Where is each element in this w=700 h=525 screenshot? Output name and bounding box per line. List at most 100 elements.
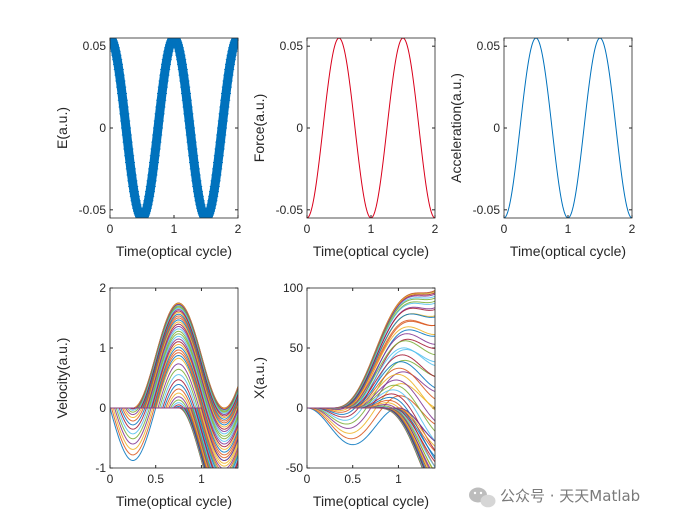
data-point-marker xyxy=(117,95,128,106)
trajectory-line xyxy=(110,407,238,468)
trajectory-line xyxy=(307,367,435,409)
trajectory-line xyxy=(307,379,435,422)
x-tick-label: 2 xyxy=(629,222,636,236)
axes-box xyxy=(109,287,239,469)
data-point-marker xyxy=(179,75,190,86)
data-point-marker xyxy=(153,115,164,126)
trajectory-line xyxy=(307,302,435,409)
trajectory-line xyxy=(110,319,238,426)
trajectory-line xyxy=(110,407,206,468)
trajectory-line xyxy=(307,407,435,468)
data-point-marker xyxy=(215,137,226,148)
trajectory-line xyxy=(110,338,238,445)
data-point-marker xyxy=(171,38,182,46)
trajectory-line xyxy=(307,395,435,440)
data-point-marker xyxy=(173,42,184,53)
trajectory-line xyxy=(307,313,435,409)
data-point-marker xyxy=(132,203,143,214)
data-point-marker xyxy=(112,54,123,65)
trajectory-line xyxy=(307,407,435,457)
data-point-marker xyxy=(193,186,203,197)
data-point-marker xyxy=(161,59,171,70)
data-point-marker xyxy=(157,82,168,93)
data-point-marker xyxy=(121,130,132,141)
data-point-marker xyxy=(217,115,228,126)
data-point-marker xyxy=(154,108,165,119)
data-point-marker xyxy=(221,82,232,93)
data-point-marker xyxy=(165,39,175,50)
data-point-marker xyxy=(208,191,219,202)
data-point-marker xyxy=(203,210,214,218)
data-point-marker xyxy=(213,150,224,161)
trajectory-line xyxy=(110,407,206,468)
data-point-marker xyxy=(175,50,186,61)
x-tick-label: 2 xyxy=(235,222,242,236)
trajectory-line xyxy=(307,373,435,411)
data-point-marker xyxy=(140,208,151,218)
data-point-marker xyxy=(207,195,218,206)
data-point-marker xyxy=(159,70,170,81)
watermark: 公众号 · 天天Matlab xyxy=(469,487,640,508)
data-point-marker xyxy=(194,195,205,206)
data-point-marker xyxy=(125,163,136,174)
data-point-marker xyxy=(158,75,169,86)
trajectory-line xyxy=(110,312,238,419)
data-point-marker xyxy=(110,38,119,48)
data-point-marker xyxy=(185,123,195,133)
data-point-marker xyxy=(146,175,157,186)
trajectory-line xyxy=(110,323,238,430)
trajectory-line xyxy=(307,384,435,432)
data-point-marker xyxy=(220,95,231,106)
y-tick-label: 0.05 xyxy=(280,39,304,53)
data-point-marker xyxy=(147,170,158,181)
trajectory-line xyxy=(110,305,238,412)
trajectory-line xyxy=(110,357,238,464)
y-tick-label: 0.05 xyxy=(477,39,501,53)
data-point-marker xyxy=(183,108,194,119)
x-tick-label: 0 xyxy=(501,222,508,236)
trajectory-line xyxy=(307,297,435,409)
trajectory-line xyxy=(110,352,238,459)
trajectory-line xyxy=(307,407,435,442)
data-point-marker xyxy=(130,195,141,206)
data-point-marker xyxy=(206,199,217,210)
data-point-marker xyxy=(110,39,119,50)
data-point-marker xyxy=(148,163,159,174)
data-point-marker xyxy=(144,191,155,202)
trajectory-line xyxy=(307,319,435,409)
y-axis-label: Force(a.u.) xyxy=(251,94,267,162)
data-point-marker xyxy=(151,137,162,148)
data-point-marker xyxy=(114,70,125,81)
data-point-marker xyxy=(180,82,191,93)
trajectory-line xyxy=(110,333,238,440)
data-point-marker xyxy=(150,144,161,155)
x-axis-label: Time(optical cycle) xyxy=(116,493,232,509)
data-point-marker xyxy=(209,186,219,197)
watermark-text: 公众号 · 天天Matlab xyxy=(500,487,640,505)
trajectory-line xyxy=(110,407,207,468)
data-point-marker xyxy=(164,42,175,53)
data-point-marker xyxy=(224,64,235,75)
data-point-marker xyxy=(229,39,238,50)
data-point-marker xyxy=(117,88,127,99)
data-point-marker xyxy=(110,42,120,53)
x-axis-label: Time(optical cycle) xyxy=(510,243,626,259)
trajectory-line xyxy=(110,330,238,437)
data-point-marker xyxy=(145,186,155,197)
data-point-marker xyxy=(177,59,187,70)
data-point-marker xyxy=(181,88,191,99)
trajectory-line xyxy=(307,326,435,409)
data-point-marker xyxy=(124,150,135,161)
data-point-marker xyxy=(126,170,137,181)
data-point-marker xyxy=(143,195,154,206)
x-tick-label: 0 xyxy=(107,472,114,486)
y-tick-label: 0 xyxy=(493,121,500,135)
data-point-marker xyxy=(190,170,201,181)
x-tick-label: 0 xyxy=(304,222,311,236)
data-point-marker xyxy=(119,108,130,119)
data-point-marker xyxy=(110,46,121,57)
data-point-marker xyxy=(227,46,238,57)
